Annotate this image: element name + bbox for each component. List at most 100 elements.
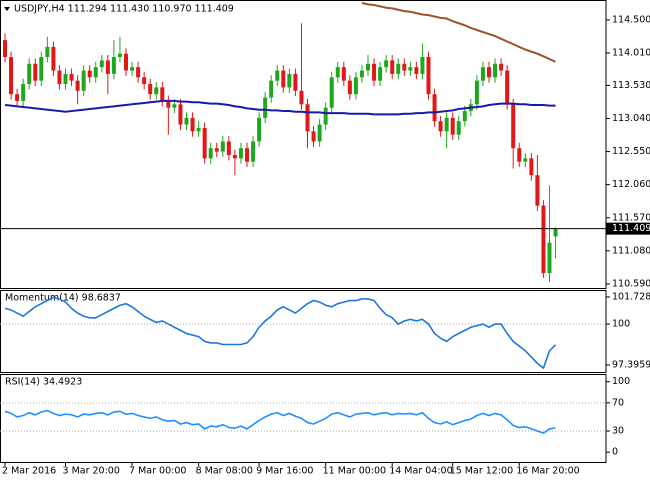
candle-body (160, 87, 165, 101)
candle-body (281, 70, 286, 88)
candle-body (15, 94, 20, 101)
candle-body (329, 77, 334, 108)
y-tick-label: 111.570 (612, 212, 650, 223)
candle-body (130, 67, 135, 71)
candle-body (148, 84, 153, 95)
y-tick-label: 101.728 (612, 291, 650, 302)
candle-body (105, 60, 110, 74)
candle-body (414, 67, 419, 74)
rsi-title: RSI(14) 34.4923 (5, 377, 82, 388)
last-price-label: 111.409 (612, 223, 650, 234)
y-tick-label: 112.060 (612, 179, 650, 190)
main-panel (0, 0, 607, 289)
plot-area (0, 402, 606, 435)
candle-body (384, 60, 389, 68)
candle-body (275, 70, 280, 81)
plot-area (0, 296, 606, 370)
candle-body (142, 77, 147, 85)
candle-body (99, 60, 104, 68)
candle-body (196, 127, 201, 132)
candle-body (287, 73, 292, 88)
candle-body (366, 63, 370, 71)
candle-body (33, 63, 38, 81)
candle-body (432, 94, 437, 122)
candle-body (190, 117, 195, 132)
candle-body (402, 63, 407, 71)
candle-body (396, 63, 401, 74)
x-tick-label: 3 Mar 20:00 (63, 466, 120, 477)
y-tick-label: 97.3959 (612, 359, 650, 370)
moving-average (361, 2, 556, 63)
candle-body (293, 73, 298, 91)
candle-body (202, 127, 207, 159)
candle-body (353, 77, 358, 95)
y-tick-label: 113.040 (612, 113, 650, 124)
indicator-line (4, 296, 557, 370)
candle-body (45, 46, 50, 58)
x-tick-label: 7 Mar 00:00 (129, 466, 186, 477)
candle-body (9, 57, 14, 95)
y-tick-label: 111.080 (612, 245, 650, 256)
candle-body (341, 67, 346, 81)
candle-body (517, 148, 522, 162)
candle-body (3, 40, 7, 58)
candle-body (238, 148, 243, 159)
candle-body (487, 67, 491, 78)
candle-body (184, 117, 189, 125)
candle-body (456, 121, 461, 135)
candle-body (529, 158, 534, 176)
candle-body (335, 67, 340, 78)
candle-body (305, 104, 310, 132)
indicator-line (4, 409, 556, 435)
candle-body (93, 67, 98, 78)
candle-body (372, 63, 377, 81)
candle-body (172, 104, 177, 108)
candle-body (214, 148, 219, 152)
candle-body (257, 117, 262, 142)
y-tick-label: 0 (612, 447, 618, 458)
plot-area (3, 2, 558, 282)
candle-body (317, 124, 322, 142)
candle-body (541, 205, 546, 274)
candle-body (75, 80, 80, 91)
x-tick-label: 9 Mar 16:00 (256, 466, 313, 477)
candle-body (523, 158, 528, 162)
candle-body (226, 141, 231, 155)
candle-body (57, 70, 62, 85)
momentum-title: Momentum(14) 98.6837 (5, 293, 121, 304)
candle-body (166, 100, 171, 108)
candle-body (269, 80, 274, 98)
candle-body (493, 63, 498, 78)
candle-body (51, 46, 56, 71)
candle-body (245, 148, 249, 162)
candle-body (359, 70, 364, 78)
candle-body (69, 73, 74, 81)
x-tick-label: 11 Mar 00:00 (323, 466, 386, 477)
candle-body (63, 73, 68, 85)
candle-body (27, 63, 32, 85)
candle-body (444, 117, 449, 132)
x-tick-label: 16 Mar 20:00 (516, 466, 579, 477)
candle-body (378, 67, 383, 81)
candle-body (117, 53, 122, 58)
candle-body (462, 111, 467, 122)
y-tick-label: 112.550 (612, 146, 650, 157)
y-tick-label: 110.590 (612, 278, 650, 289)
candle-body (547, 242, 552, 274)
collapse-icon[interactable] (4, 7, 10, 11)
candle-body (505, 70, 510, 105)
candle-body (178, 104, 183, 125)
candle-body (535, 175, 540, 206)
candle-body (208, 148, 213, 159)
momentum-panel (0, 290, 607, 373)
x-tick-label: 14 Mar 04:00 (389, 466, 452, 477)
candle-body (39, 57, 44, 81)
candle-body (323, 107, 328, 125)
x-tick-label: 15 Mar 12:00 (450, 466, 513, 477)
candle-body (124, 53, 128, 71)
candle-body (499, 63, 504, 71)
candle-body (251, 141, 256, 162)
candle-body (347, 80, 352, 95)
y-tick-label: 100 (612, 376, 630, 387)
candle-body (263, 97, 268, 118)
